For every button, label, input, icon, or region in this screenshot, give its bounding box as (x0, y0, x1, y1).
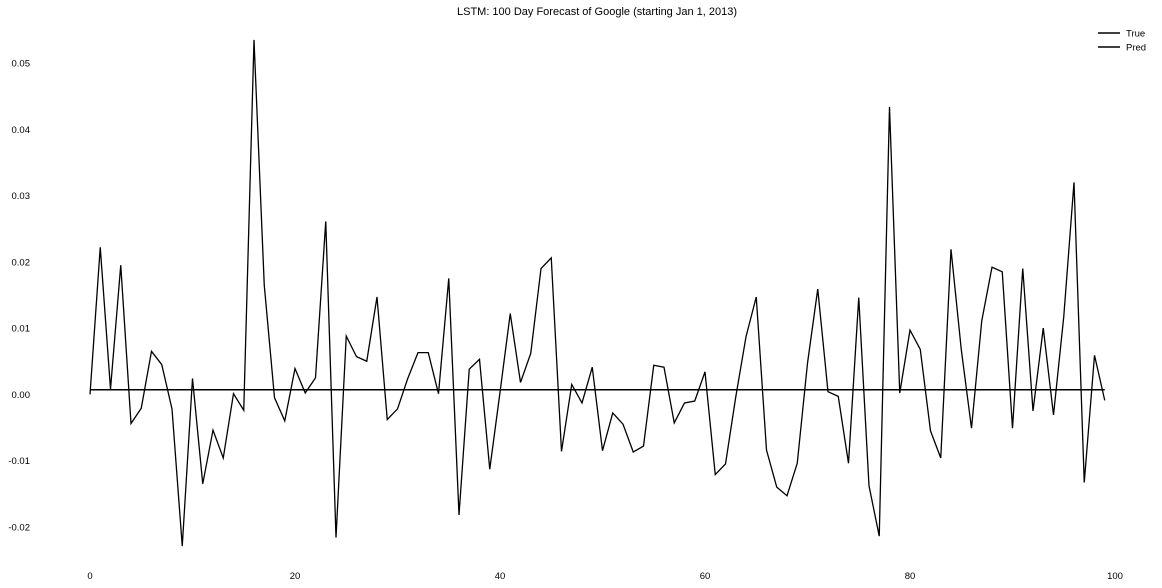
legend-label-true: True (1126, 29, 1145, 40)
chart-title: LSTM: 100 Day Forecast of Google (starti… (457, 6, 737, 18)
y-axis-ticks: -0.02 -0.01 0.00 0.01 0.02 0.03 0.04 0.05 (8, 59, 30, 534)
x-tick-label: 100 (1107, 571, 1123, 582)
legend: True Pred (1098, 29, 1146, 54)
x-tick-label: 80 (905, 571, 916, 582)
series-line-true (89, 39, 1106, 547)
x-axis-ticks: 0 20 40 60 80 100 (87, 571, 1123, 582)
y-tick-label: 0.03 (12, 191, 31, 202)
y-tick-label: -0.02 (8, 522, 30, 533)
x-tick-label: 0 (87, 571, 92, 582)
y-tick-label: 0.04 (12, 125, 31, 136)
x-tick-label: 60 (700, 571, 711, 582)
y-tick-label: 0.05 (12, 59, 31, 70)
x-tick-label: 40 (495, 571, 506, 582)
series-layer (89, 39, 1106, 547)
y-tick-label: 0.02 (12, 257, 31, 268)
y-tick-label: -0.01 (8, 456, 30, 467)
legend-label-pred: Pred (1126, 43, 1146, 54)
y-tick-label: 0.00 (12, 390, 31, 401)
y-tick-label: 0.01 (12, 324, 31, 335)
x-tick-label: 20 (290, 571, 301, 582)
